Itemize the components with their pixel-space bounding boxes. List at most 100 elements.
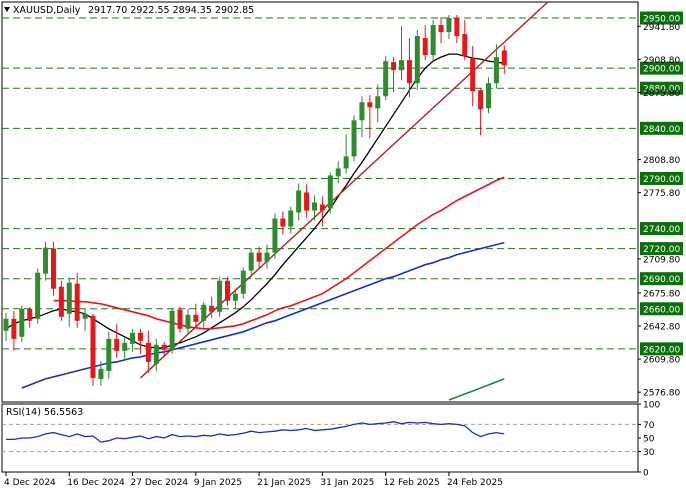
candle-body xyxy=(391,62,397,71)
ma-line-black xyxy=(5,53,505,349)
ma-line-green xyxy=(448,378,505,401)
x-tick-label: 21 Jan 2025 xyxy=(257,478,311,488)
y-tick-label: 2875.80 xyxy=(643,89,680,99)
x-tick-label: 12 Feb 2025 xyxy=(384,478,440,488)
level-tag-label: 2740.00 xyxy=(643,225,680,235)
candle-body xyxy=(383,61,389,97)
candle-body xyxy=(50,248,56,289)
level-tag-label: 2900.00 xyxy=(643,65,680,75)
candle-body xyxy=(161,344,167,350)
ma-line-blue xyxy=(21,241,505,389)
candlesticks xyxy=(3,15,507,386)
candle-body xyxy=(288,210,294,227)
moving-averages xyxy=(5,53,505,401)
candle-body xyxy=(3,318,9,331)
candle-body xyxy=(462,34,468,57)
candle-body xyxy=(446,18,452,33)
candle-body xyxy=(351,120,357,157)
trendline-layer xyxy=(139,1,549,379)
y-tick-label: 2941.80 xyxy=(643,23,680,33)
rsi-tick-label: 30 xyxy=(643,448,655,458)
candle-body xyxy=(478,90,484,110)
candle-body xyxy=(501,50,507,66)
x-tick-label: 16 Dec 2024 xyxy=(67,478,125,488)
candle-body xyxy=(311,202,317,211)
rsi-tick-label: 70 xyxy=(643,421,655,431)
level-tag-label: 2950.00 xyxy=(643,15,680,25)
candle-body xyxy=(343,156,349,169)
candle-body xyxy=(224,280,230,301)
candle-body xyxy=(177,309,183,329)
main-pane xyxy=(1,1,639,403)
y-tick-label: 2808.80 xyxy=(643,156,680,166)
level-tag xyxy=(640,11,683,25)
x-tick-label: 4 Dec 2024 xyxy=(4,478,56,488)
x-tick-label: 31 Jan 2025 xyxy=(320,478,374,488)
candle-body xyxy=(454,18,460,37)
candle-body xyxy=(145,342,151,362)
candle-body xyxy=(335,168,341,177)
candle-body xyxy=(414,36,420,84)
candle-body xyxy=(169,310,175,350)
candle-body xyxy=(399,60,404,71)
level-tag-label: 2620.00 xyxy=(643,345,680,355)
rsi-indicator: 100 70 50 30 0 xyxy=(2,401,660,479)
candle-body xyxy=(375,96,381,109)
candle-body xyxy=(296,190,302,213)
level-tag-label: 2660.00 xyxy=(643,305,680,315)
candle-body xyxy=(74,283,80,321)
level-tag xyxy=(640,342,683,356)
rsi-tick-label: 100 xyxy=(643,401,660,411)
candle-body xyxy=(201,304,207,321)
candle-body xyxy=(43,247,49,274)
candle-body xyxy=(422,38,428,56)
candle-body xyxy=(240,270,246,294)
rsi-tick-label: 0 xyxy=(643,469,649,479)
candle-body xyxy=(493,57,499,84)
candle-body xyxy=(90,315,96,378)
price-axis: 2950.00 2900.00 2880.00 2840.00 2790.00 2740.… xyxy=(638,11,683,399)
candle-body xyxy=(272,218,278,253)
candle-body xyxy=(304,192,310,211)
y-tick-label: 2576.80 xyxy=(643,389,680,399)
candle-body xyxy=(217,280,223,312)
level-tag-label: 2790.00 xyxy=(643,175,680,185)
symbol-label: XAUUSD,Daily xyxy=(13,5,81,16)
candle-body xyxy=(327,175,333,209)
candle-body xyxy=(430,25,436,56)
candle-body xyxy=(35,272,41,319)
x-tick-label: 24 Feb 2025 xyxy=(447,478,503,488)
candle-body xyxy=(66,282,72,314)
level-tag-label: 2880.00 xyxy=(643,85,680,95)
rsi-line xyxy=(6,421,505,443)
candle-body xyxy=(11,318,17,339)
candle-body xyxy=(19,308,25,337)
candle-body xyxy=(406,60,412,84)
candle-body xyxy=(137,332,143,341)
candle-body xyxy=(486,83,492,109)
rsi-pane xyxy=(1,403,639,473)
candle-body xyxy=(130,332,136,344)
y-tick-label: 2709.80 xyxy=(643,255,680,265)
level-tag xyxy=(640,272,683,286)
candle-body xyxy=(98,368,104,379)
rsi-title: RSI(14) 56.5563 xyxy=(6,407,83,418)
level-tag-label: 2840.00 xyxy=(643,125,680,135)
time-axis: 4 Dec 2024 16 Dec 2024 27 Dec 2024 9 Jan 20… xyxy=(4,472,503,488)
candle-body xyxy=(359,102,365,121)
y-tick-label: 2908.80 xyxy=(643,56,680,66)
candle-body xyxy=(114,338,120,351)
y-tick-label: 2775.80 xyxy=(643,189,680,199)
candle-body xyxy=(319,204,325,211)
candle-body xyxy=(438,25,444,33)
candle-body xyxy=(27,308,33,321)
level-tag-label: 2720.00 xyxy=(643,245,680,255)
candle-body xyxy=(264,252,270,262)
rsi-tick-label: 50 xyxy=(643,435,655,445)
dropdown-triangle-icon[interactable] xyxy=(4,7,10,12)
level-tag xyxy=(640,61,683,75)
candle-body xyxy=(58,286,64,317)
candle-body xyxy=(367,102,373,108)
candle-body xyxy=(185,314,191,329)
